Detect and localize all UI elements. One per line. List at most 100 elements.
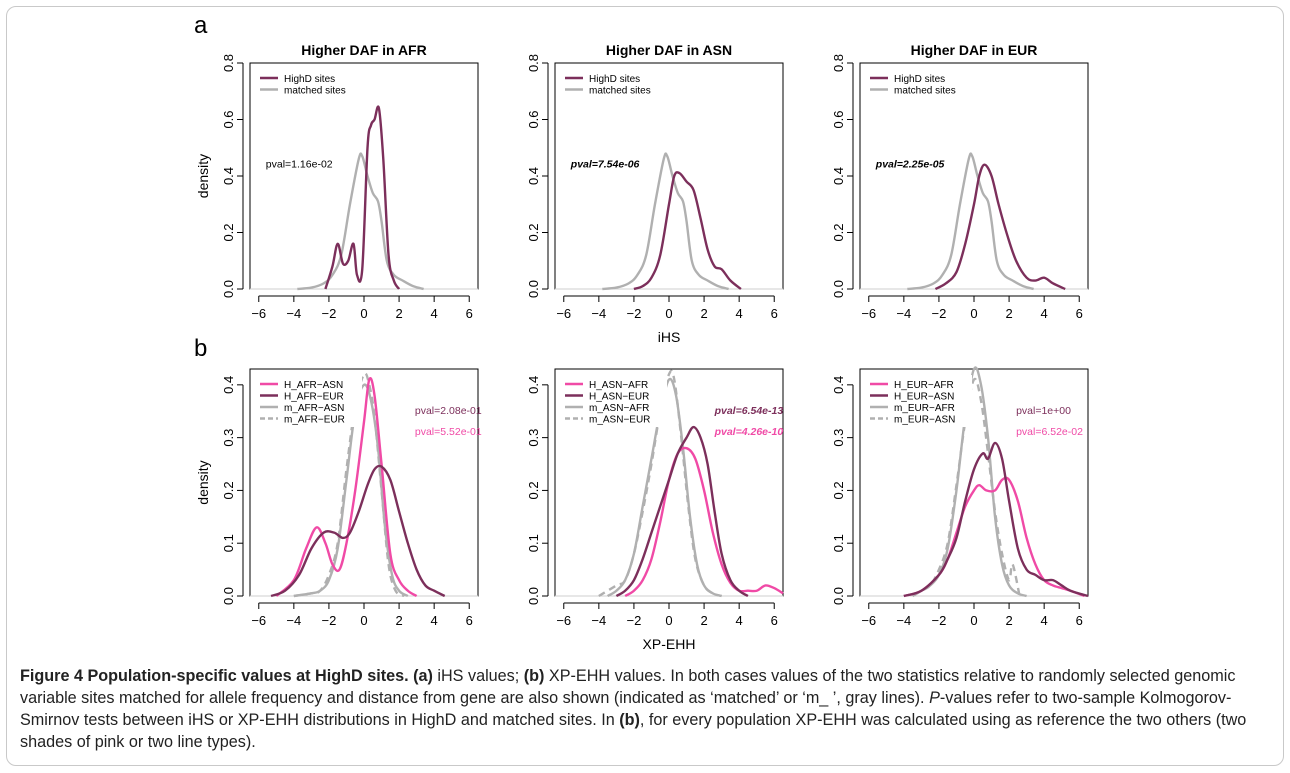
y-tick-label: 0.8	[831, 54, 846, 72]
pval-label: pval=7.54e-06	[570, 159, 640, 171]
caption-b-tag: (b)	[523, 667, 545, 685]
x-tick-label: 6	[771, 613, 778, 628]
x-tick-label: −6	[861, 613, 876, 628]
x-tick-label: −2	[627, 613, 642, 628]
pval-label: pval=2.25e-05	[875, 159, 945, 171]
x-tick-label: −6	[861, 306, 876, 321]
x-tick-label: −4	[896, 306, 911, 321]
legend-label: H_EUR−AFR	[894, 380, 954, 391]
series-line	[934, 163, 1066, 291]
x-tick-label: −4	[286, 306, 301, 321]
y-tick-label: 0.2	[526, 223, 541, 241]
legend-label: matched sites	[589, 86, 651, 97]
x-tick-label: 4	[736, 613, 743, 628]
y-tick-label: 0.1	[831, 534, 846, 552]
series-line	[907, 152, 1034, 291]
y-tick-label: 0.4	[831, 376, 846, 394]
chart-panel-b-3: −6 −4 −2 0 2 4 6 0.0 0.1 0.2 0.3 0.4 H_EUR−AFRH_EUR−…	[831, 366, 1089, 628]
caption-end-text: , for every population XP-EHH was calcul…	[20, 711, 1247, 751]
legend-label: m_ASN−AFR	[589, 403, 649, 414]
pval-label: pval=6.54e-13	[714, 405, 784, 417]
x-tick-label: 2	[700, 613, 707, 628]
series-line	[275, 376, 418, 598]
y-tick-label: 0.4	[221, 167, 236, 185]
x-tick-label: 0	[360, 306, 367, 321]
legend-label: m_AFR−EUR	[284, 415, 345, 426]
pval-label: pval=4.26e-10	[714, 426, 784, 438]
pval-label: pval=1.16e-02	[266, 159, 333, 171]
series-line	[624, 446, 784, 598]
legend-label: H_ASN−EUR	[589, 392, 649, 403]
caption-b-tag2: (b)	[619, 711, 640, 729]
x-axis-label: XP-EHH	[643, 636, 696, 652]
x-tick-label: 6	[1076, 613, 1083, 628]
y-tick-label: 0.2	[831, 481, 846, 499]
y-tick-label: 0.0	[221, 587, 236, 605]
legend-label: m_EUR−AFR	[894, 403, 955, 414]
x-tick-label: 6	[466, 613, 473, 628]
legend-label: m_EUR−ASN	[894, 415, 955, 426]
legend-label: HighD sites	[589, 74, 640, 85]
x-tick-label: 6	[1076, 306, 1083, 321]
x-tick-label: −6	[556, 613, 571, 628]
x-tick-label: 0	[360, 613, 367, 628]
y-tick-label: 0.0	[221, 280, 236, 298]
chart-panel-a-2: −6 −4 −2 0 2 4 6 0.0 0.2 0.4 0.6 0.8 Higher DAF in A…	[526, 42, 784, 345]
caption-p-text: -values refer to two-sample Kolmogorov-S…	[20, 689, 1232, 729]
legend-label: H_EUR−ASN	[894, 392, 954, 403]
x-tick-label: 0	[665, 613, 672, 628]
series-line	[602, 152, 729, 291]
panel-label-a: a	[194, 12, 208, 39]
series-line	[615, 425, 749, 598]
x-tick-label: −4	[896, 613, 911, 628]
y-tick-label: 0.1	[221, 534, 236, 552]
y-tick-label: 0.2	[221, 481, 236, 499]
x-tick-label: 4	[1041, 306, 1048, 321]
chart-title: Higher DAF in AFR	[301, 42, 426, 58]
x-tick-label: 4	[736, 306, 743, 321]
series-line	[903, 441, 1089, 598]
y-tick-label: 0.3	[221, 429, 236, 447]
y-tick-label: 0.4	[831, 167, 846, 185]
caption-a-text: iHS values;	[432, 667, 524, 685]
y-tick-label: 0.3	[831, 429, 846, 447]
x-tick-label: −2	[627, 306, 642, 321]
legend-label: H_AFR−ASN	[284, 380, 343, 391]
y-tick-label: 0.4	[221, 376, 236, 394]
x-tick-label: 0	[970, 613, 977, 628]
y-tick-label: 0.4	[526, 376, 541, 394]
series-line	[270, 464, 446, 598]
x-tick-label: −2	[322, 613, 337, 628]
y-tick-label: 0.2	[526, 481, 541, 499]
figure-caption: Figure 4 Population-specific values at H…	[20, 665, 1270, 753]
x-axis-label: iHS	[658, 329, 681, 345]
x-tick-label: −4	[286, 613, 301, 628]
y-tick-label: 0.3	[526, 429, 541, 447]
panel-label-b: b	[194, 335, 207, 362]
legend-label: m_AFR−ASN	[284, 403, 344, 414]
chart-title: Higher DAF in ASN	[606, 42, 732, 58]
x-tick-label: −6	[251, 306, 266, 321]
y-axis-label: density	[195, 460, 211, 504]
series-line	[324, 105, 401, 290]
legend-box	[561, 69, 681, 98]
x-tick-label: 4	[1041, 613, 1048, 628]
legend-label: H_ASN−AFR	[589, 380, 648, 391]
chart-panel-b-2: −6 −4 −2 0 2 4 6 0.0 0.1 0.2 0.3 0.4 XP-EHH H_ASN−AFR…	[526, 368, 784, 652]
y-tick-label: 0.6	[221, 110, 236, 128]
x-tick-label: 6	[771, 306, 778, 321]
chart-panel-b-1: −6 −4 −2 0 2 4 6 0.0 0.1 0.2 0.3 0.4 density H_AFR−AS…	[195, 368, 482, 628]
x-tick-label: −4	[591, 306, 606, 321]
legend-label: matched sites	[894, 86, 956, 97]
x-tick-label: 2	[1005, 613, 1012, 628]
y-tick-label: 0.6	[526, 110, 541, 128]
x-tick-label: 4	[431, 613, 438, 628]
legend-label: matched sites	[284, 86, 346, 97]
y-tick-label: 0.0	[526, 280, 541, 298]
y-tick-label: 0.8	[526, 54, 541, 72]
x-tick-label: 0	[665, 306, 672, 321]
legend-box	[866, 69, 986, 98]
series-line	[297, 152, 424, 291]
legend-label: m_ASN−EUR	[589, 415, 650, 426]
x-tick-label: 2	[700, 306, 707, 321]
